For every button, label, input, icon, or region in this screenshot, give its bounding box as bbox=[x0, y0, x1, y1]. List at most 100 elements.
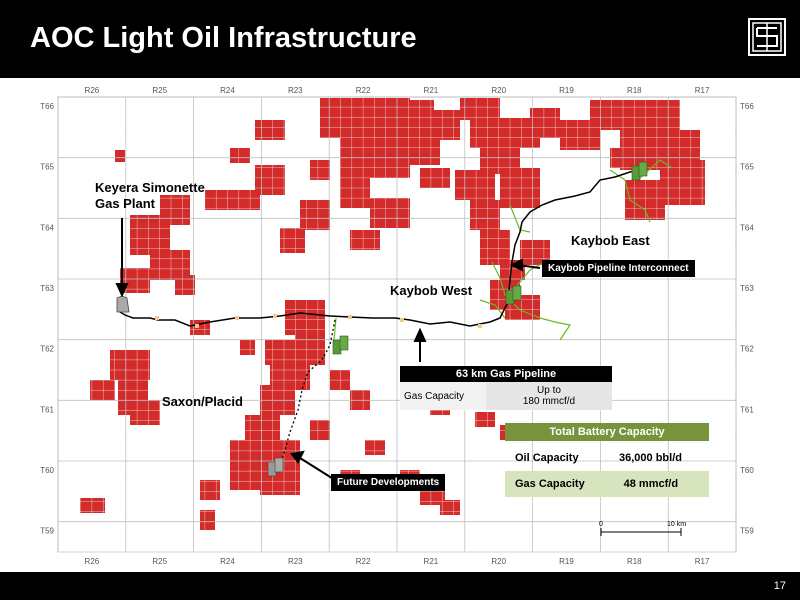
battery-row-label: Oil Capacity bbox=[515, 452, 579, 464]
land-parcel bbox=[625, 180, 665, 220]
range-label-top: R24 bbox=[220, 86, 235, 95]
township-label-left: T66 bbox=[40, 102, 54, 111]
pipeline-value-line2: 180 mmcf/d bbox=[522, 396, 576, 407]
township-label-right: T63 bbox=[740, 284, 754, 293]
land-parcel bbox=[365, 440, 385, 455]
township-label-left: T62 bbox=[40, 345, 54, 354]
land-parcel bbox=[230, 148, 250, 163]
battery-row-value: 36,000 bbl/d bbox=[619, 452, 682, 464]
range-label-top: R18 bbox=[627, 86, 642, 95]
township-label-right: T65 bbox=[740, 163, 754, 172]
township-label-right: T59 bbox=[740, 527, 754, 536]
land-parcel bbox=[200, 480, 220, 500]
land-parcel bbox=[260, 470, 300, 495]
land-parcel bbox=[175, 275, 195, 295]
land-parcel bbox=[470, 200, 500, 230]
range-label-bottom: R23 bbox=[288, 557, 303, 566]
land-parcel bbox=[80, 498, 105, 513]
gas-plant-label: Keyera Simonette Gas Plant bbox=[95, 180, 205, 212]
scale-start: 0 bbox=[599, 521, 603, 528]
land-parcel bbox=[230, 190, 260, 210]
range-label-bottom: R17 bbox=[695, 557, 710, 566]
range-label-bottom: R19 bbox=[559, 557, 574, 566]
gas-plant-icon bbox=[116, 295, 130, 313]
gathering-lines bbox=[333, 159, 673, 353]
axis-labels: R26 R25 R24 R23 R22 R21 R20 R19 R18 R17 R26 R25 R24 R… bbox=[40, 86, 754, 566]
land-parcel bbox=[660, 160, 705, 205]
gas-pipeline bbox=[119, 167, 646, 327]
pipeline-row: Gas Capacity Up to 180 mmcf/d bbox=[400, 382, 612, 410]
land-parcel bbox=[475, 412, 495, 427]
land-parcel bbox=[455, 170, 495, 200]
future-developments-tag: Future Developments bbox=[331, 474, 446, 491]
saxon-placid-label: Saxon/Placid bbox=[162, 394, 243, 409]
township-label-right: T66 bbox=[740, 102, 754, 111]
page-number: 17 bbox=[773, 580, 786, 592]
header-bar: AOC Light Oil Infrastructure bbox=[0, 0, 800, 78]
land-parcel bbox=[460, 98, 500, 120]
range-label-top: R17 bbox=[695, 86, 710, 95]
land-parcel bbox=[115, 150, 125, 162]
range-label-top: R22 bbox=[356, 86, 371, 95]
battery-capacity-box: Total Battery Capacity Oil Capacity 36,0… bbox=[505, 423, 709, 497]
land-parcel bbox=[310, 420, 330, 440]
township-label-left: T63 bbox=[40, 284, 54, 293]
township-label-right: T64 bbox=[740, 223, 754, 232]
land-parcel bbox=[470, 118, 540, 148]
battery-tank-icon bbox=[505, 285, 522, 305]
township-label-left: T61 bbox=[40, 405, 54, 414]
future-pipeline bbox=[279, 319, 336, 466]
pipeline-info-box: 63 km Gas Pipeline Gas Capacity Up to 18… bbox=[400, 366, 612, 410]
land-parcel bbox=[350, 230, 380, 250]
kaybob-west-label: Kaybob West bbox=[390, 283, 473, 298]
range-label-top: R21 bbox=[424, 86, 439, 95]
range-label-bottom: R20 bbox=[491, 557, 506, 566]
land-parcel bbox=[640, 100, 680, 130]
land-parcel bbox=[200, 510, 215, 530]
range-label-bottom: R18 bbox=[627, 557, 642, 566]
battery-row-gas: Gas Capacity 48 mmcf/d bbox=[505, 471, 709, 497]
range-label-top: R26 bbox=[85, 86, 100, 95]
range-label-bottom: R26 bbox=[85, 557, 100, 566]
range-label-bottom: R21 bbox=[424, 557, 439, 566]
company-logo-icon bbox=[748, 18, 786, 56]
pipeline-value: Up to 180 mmcf/d bbox=[486, 382, 612, 410]
pipeline-value-line1: Up to bbox=[537, 385, 561, 396]
scale-end: 10 km bbox=[667, 521, 686, 528]
land-parcel bbox=[370, 198, 410, 228]
land-parcel bbox=[310, 160, 330, 180]
battery-tank-icon bbox=[332, 335, 349, 355]
map-area: R26 R25 R24 R23 R22 R21 R20 R19 R18 R17 R26 R25 R24 R… bbox=[0, 78, 800, 572]
range-label-top: R20 bbox=[491, 86, 506, 95]
township-label-right: T60 bbox=[740, 466, 754, 475]
land-parcel bbox=[400, 140, 440, 165]
footer-bar: 17 bbox=[0, 572, 800, 600]
land-parcel bbox=[255, 120, 285, 140]
battery-title: Total Battery Capacity bbox=[505, 423, 709, 441]
land-parcel bbox=[530, 108, 560, 138]
pointer-arrows bbox=[115, 218, 541, 481]
township-label-right: T61 bbox=[740, 405, 754, 414]
township-label-left: T65 bbox=[40, 163, 54, 172]
gas-plant-label-line1: Keyera Simonette bbox=[95, 180, 205, 195]
map-canvas: R26 R25 R24 R23 R22 R21 R20 R19 R18 R17 R26 R25 R24 R… bbox=[40, 86, 754, 566]
valve-markers bbox=[155, 314, 482, 328]
page-title: AOC Light Oil Infrastructure bbox=[30, 22, 417, 54]
pipeline-label: Gas Capacity bbox=[404, 390, 465, 402]
range-label-bottom: R22 bbox=[356, 557, 371, 566]
land-parcel bbox=[440, 500, 460, 515]
gas-plant-label-line2: Gas Plant bbox=[95, 196, 155, 211]
range-label-bottom: R24 bbox=[220, 557, 235, 566]
pipeline-title: 63 km Gas Pipeline bbox=[400, 366, 612, 382]
land-parcel bbox=[300, 200, 330, 230]
range-label-bottom: R25 bbox=[152, 557, 167, 566]
future-tank-icon bbox=[267, 457, 284, 477]
land-parcel bbox=[480, 230, 510, 265]
land-parcel bbox=[130, 215, 170, 255]
township-label-left: T59 bbox=[40, 527, 54, 536]
range-label-top: R25 bbox=[152, 86, 167, 95]
scale-bar bbox=[600, 528, 682, 536]
land-parcel bbox=[130, 400, 160, 425]
interconnect-tag: Kaybob Pipeline Interconnect bbox=[542, 260, 695, 277]
battery-row-value: 48 mmcf/d bbox=[623, 478, 679, 490]
